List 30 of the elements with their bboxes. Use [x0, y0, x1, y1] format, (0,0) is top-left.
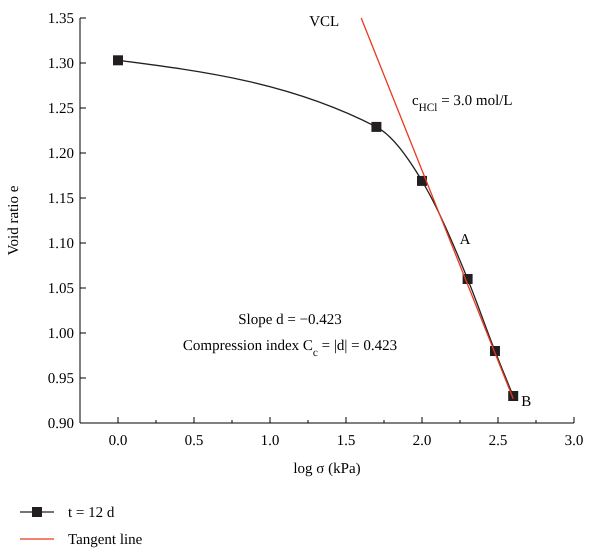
- x-tick-label: 1.0: [260, 433, 280, 449]
- x-tick-label: 0.0: [108, 433, 128, 449]
- y-tick-label: 1.05: [48, 281, 74, 297]
- point: [417, 176, 427, 186]
- annotation: Compression index C$_{c}$ = |d| = 0.423: [182, 338, 398, 359]
- annotation: Slope d = −0.423: [238, 312, 342, 328]
- y-tick-label: 1.20: [48, 146, 74, 162]
- y-tick-label: 1.25: [48, 101, 74, 117]
- annotation: c$_{HCl}$ = 3.0 mol/L: [412, 93, 513, 114]
- point: [113, 55, 123, 66]
- legend-label: t = 12 d: [68, 505, 115, 521]
- y-axis-title: Void ratio e: [6, 185, 22, 256]
- x-tick-label: 2.5: [488, 433, 508, 449]
- y-tick-label: 1.35: [48, 11, 74, 27]
- y-tick-label: 0.90: [48, 416, 74, 432]
- y-tick-label: 1.30: [48, 56, 74, 72]
- x-axis-title: log σ (kPa): [293, 461, 361, 477]
- x-tick-label: 0.5: [184, 433, 204, 449]
- point: [371, 122, 382, 132]
- x-tick-label: 3.0: [564, 433, 584, 449]
- annotation: A: [460, 232, 471, 248]
- y-tick-label: 0.95: [48, 371, 74, 387]
- y-tick-label: 1.15: [48, 191, 74, 207]
- annotation: B: [521, 394, 532, 410]
- x-tick-label: 1.5: [336, 433, 356, 449]
- annotation: VCL: [309, 14, 340, 30]
- y-tick-label: 1.00: [48, 326, 74, 342]
- legend-label: Tangent line: [68, 532, 143, 548]
- y-tick-label: 1.10: [48, 236, 74, 252]
- x-tick-label: 2.0: [412, 433, 432, 449]
